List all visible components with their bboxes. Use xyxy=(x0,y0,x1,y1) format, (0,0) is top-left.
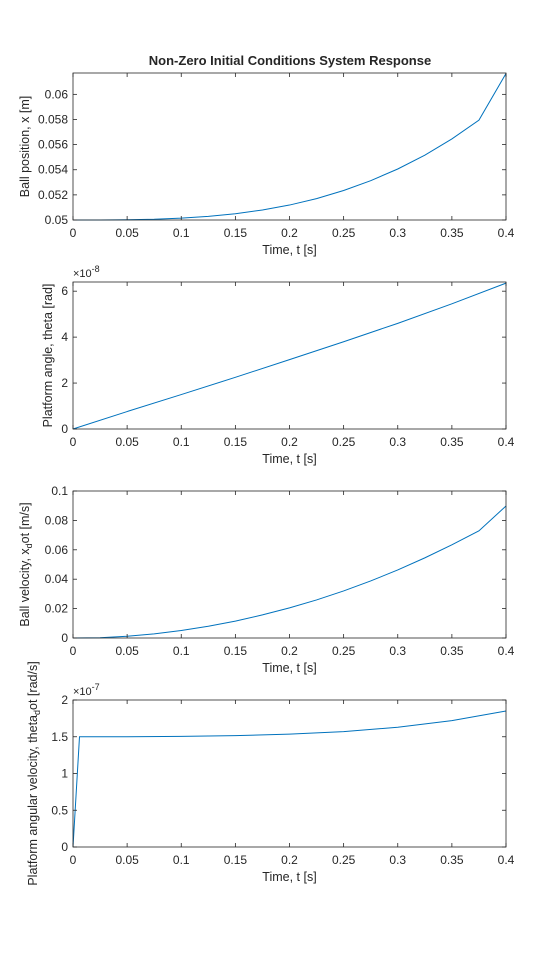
x-tick-label: 0.2 xyxy=(281,644,298,658)
x-tick-label: 0 xyxy=(70,644,77,658)
chart-title: Non-Zero Initial Conditions System Respo… xyxy=(149,53,431,68)
y-exponent-power: -8 xyxy=(92,264,100,274)
plot-area xyxy=(73,282,506,429)
y-tick-label: 0.058 xyxy=(38,112,68,126)
y-exponent-label: ×10-7 xyxy=(73,682,100,698)
x-tick-label: 0.35 xyxy=(440,853,464,867)
x-tick-label: 0.4 xyxy=(498,853,515,867)
x-tick-label: 0.25 xyxy=(332,226,356,240)
subplot-ball-position: 0 0.05 0.1 0.15 0.2 0.25 0.3 0.35 0.40.050.0520.… xyxy=(18,72,515,257)
y-tick-label: 0.1 xyxy=(51,484,68,498)
x-tick-label: 0.35 xyxy=(440,435,464,449)
x-axis-label: Time, t [s] xyxy=(262,452,316,466)
x-tick-label: 0 xyxy=(70,853,77,867)
subplot-ball-velocity: 0 0.05 0.1 0.15 0.2 0.25 0.3 0.35 0.4 0 0.02 0.04 0.… xyxy=(18,484,515,675)
x-tick-label: 0 xyxy=(70,435,77,449)
y-tick-label: 0 xyxy=(61,422,68,436)
y-tick-label: 0.08 xyxy=(45,513,69,527)
y-exponent-base: ×10 xyxy=(73,686,92,698)
x-tick-label: 0.25 xyxy=(332,644,356,658)
x-tick-label: 0.1 xyxy=(173,644,190,658)
series-line xyxy=(73,73,507,221)
series-line xyxy=(72,710,507,848)
x-tick-label: 0.05 xyxy=(115,644,139,658)
x-tick-label: 0.05 xyxy=(115,226,139,240)
series-line xyxy=(72,505,507,639)
x-tick-label: 0.4 xyxy=(498,435,515,449)
x-tick-label: 0.1 xyxy=(173,853,190,867)
y-axis-label-subscript: d xyxy=(32,710,42,715)
x-tick-label: 0.05 xyxy=(115,853,139,867)
plot-area xyxy=(73,73,506,220)
subplot-platform-angle: 0 0.05 0.1 0.15 0.2 0.25 0.3 0.35 0.4 0 2 4 6 Time, t… xyxy=(41,264,515,466)
y-axis-label: Ball velocity, xdot [m/s] xyxy=(18,502,34,626)
y-axis-label-main: Ball velocity, x xyxy=(18,548,32,627)
y-axis-label-main: Platform angular velocity, theta xyxy=(26,715,40,886)
x-tick-label: 0.2 xyxy=(281,853,298,867)
y-axis-label-main: Ball position, x [m] xyxy=(18,96,32,197)
y-tick-label: 0.05 xyxy=(45,213,69,227)
y-tick-label: 0 xyxy=(61,840,68,854)
x-tick-label: 0.2 xyxy=(281,226,298,240)
x-axis-label: Time, t [s] xyxy=(262,243,316,257)
y-axis-label-subscript: d xyxy=(24,543,34,548)
x-tick-label: 0.15 xyxy=(224,435,248,449)
x-tick-label: 0.15 xyxy=(224,644,248,658)
x-tick-label: 0.1 xyxy=(173,435,190,449)
y-exponent-base: ×10 xyxy=(73,268,92,280)
y-tick-label: 2 xyxy=(61,376,68,390)
y-tick-label: 0.052 xyxy=(38,188,68,202)
x-tick-label: 0.25 xyxy=(332,853,356,867)
x-tick-label: 0.2 xyxy=(281,435,298,449)
subplot-platform-angular-velocity: 0 0.05 0.1 0.15 0.2 0.25 0.3 0.35 0.4 0 0.5 1 1.5 2 Ti… xyxy=(26,661,515,885)
y-tick-label: 1.5 xyxy=(51,730,68,744)
x-tick-label: 0.05 xyxy=(115,435,139,449)
y-tick-label: 0.06 xyxy=(45,543,69,557)
y-tick-label: 0.04 xyxy=(45,572,69,586)
x-tick-label: 0.15 xyxy=(224,853,248,867)
y-axis-label-main: Platform angle, theta [rad] xyxy=(41,284,55,428)
y-axis-label-suffix: ot [rad/s] xyxy=(26,661,40,710)
y-tick-label: 0.02 xyxy=(45,602,69,616)
x-tick-label: 0.25 xyxy=(332,435,356,449)
y-tick-label: 0.06 xyxy=(45,87,69,101)
x-tick-label: 0.35 xyxy=(440,226,464,240)
y-axis-label-suffix: ot [m/s] xyxy=(18,502,32,543)
x-tick-label: 0 xyxy=(70,226,77,240)
y-exponent-label: ×10-8 xyxy=(73,264,100,280)
y-tick-label: 0.054 xyxy=(38,163,68,177)
x-tick-label: 0.4 xyxy=(498,644,515,658)
y-axis-label: Ball position, x [m] xyxy=(18,96,32,197)
x-tick-label: 0.1 xyxy=(173,226,190,240)
x-tick-label: 0.3 xyxy=(389,644,406,658)
y-tick-label: 0.056 xyxy=(38,138,68,152)
y-tick-label: 2 xyxy=(61,693,68,707)
x-tick-label: 0.3 xyxy=(389,226,406,240)
plot-area xyxy=(73,700,506,847)
x-axis-label: Time, t [s] xyxy=(262,870,316,884)
x-axis-label: Time, t [s] xyxy=(262,661,316,675)
x-tick-label: 0.3 xyxy=(389,853,406,867)
series-line xyxy=(72,282,507,430)
y-tick-label: 0 xyxy=(61,631,68,645)
y-exponent-power: -7 xyxy=(92,682,100,692)
y-tick-label: 1 xyxy=(61,767,68,781)
x-tick-label: 0.4 xyxy=(498,226,515,240)
plot-area xyxy=(73,491,506,638)
x-tick-label: 0.35 xyxy=(440,644,464,658)
y-tick-label: 0.5 xyxy=(51,803,68,817)
y-axis-label: Platform angle, theta [rad] xyxy=(41,284,55,428)
y-tick-label: 4 xyxy=(61,330,68,344)
y-axis-label: Platform angular velocity, thetadot [rad… xyxy=(26,661,42,885)
x-tick-label: 0.15 xyxy=(224,226,248,240)
y-tick-label: 6 xyxy=(61,284,68,298)
x-tick-label: 0.3 xyxy=(389,435,406,449)
